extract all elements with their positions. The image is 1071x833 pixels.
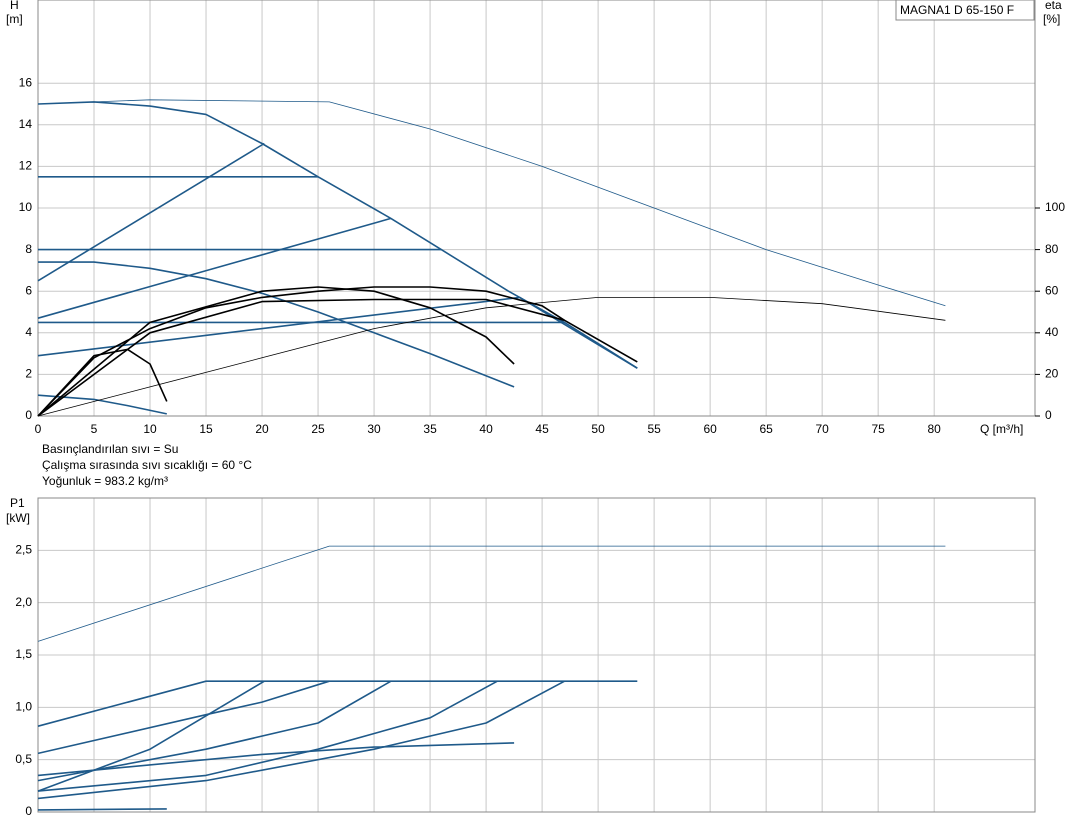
x-tick-label: 60 <box>703 422 717 436</box>
x-tick-label: 20 <box>255 422 269 436</box>
x-tick-label: 30 <box>367 422 381 436</box>
series-line <box>37 142 265 282</box>
series-line <box>37 348 168 417</box>
series-line <box>37 298 565 417</box>
x-tick-label: 40 <box>479 422 493 436</box>
y-tick-label: 0 <box>25 804 32 818</box>
y-tick-label: 14 <box>19 117 33 131</box>
series-line <box>37 680 330 755</box>
series-line <box>37 680 265 792</box>
series-line <box>37 297 946 417</box>
y2-tick-label: 20 <box>1045 367 1059 381</box>
y-tick-label: 1,0 <box>15 700 32 714</box>
series-line <box>37 394 167 415</box>
x-tick-label: 0 <box>35 422 42 436</box>
note: Yoğunluk = 983.2 kg/m³ <box>42 474 168 488</box>
series-line <box>37 680 638 727</box>
x-tick-label: 5 <box>91 422 98 436</box>
series-line <box>37 742 515 777</box>
y2-axis-unit: [%] <box>1043 12 1060 26</box>
plot-frame <box>37 497 1036 813</box>
x-tick-label: 35 <box>423 422 437 436</box>
y-tick-label: 2,5 <box>15 543 32 557</box>
series-line <box>37 545 946 642</box>
series-line <box>37 680 392 782</box>
series-line <box>37 808 167 811</box>
chart-title: MAGNA1 D 65-150 F <box>900 3 1014 17</box>
x-tick-label: 70 <box>815 422 829 436</box>
y-tick-label: 0,5 <box>15 752 32 766</box>
y-tick-label: 8 <box>25 242 32 256</box>
x-tick-label: 25 <box>311 422 325 436</box>
y2-tick-label: 80 <box>1045 242 1059 256</box>
series-line <box>37 99 946 307</box>
y-tick-label: 12 <box>19 159 33 173</box>
x-tick-label: 65 <box>759 422 773 436</box>
series-line <box>37 217 392 319</box>
x-tick-label: 55 <box>647 422 661 436</box>
y2-tick-label: 60 <box>1045 283 1059 297</box>
y-axis-unit: [kW] <box>6 511 30 525</box>
y-axis-label: P1 <box>10 496 25 510</box>
x-tick-label: 45 <box>535 422 549 436</box>
x-tick-label: 80 <box>928 422 942 436</box>
series-line <box>37 286 638 417</box>
series-line <box>38 261 515 388</box>
y2-axis-label: eta <box>1045 0 1062 12</box>
series-line <box>37 680 498 792</box>
y-tick-label: 16 <box>19 75 33 89</box>
y-axis-unit: [m] <box>6 12 23 26</box>
series-line <box>37 286 515 417</box>
y-tick-label: 2,0 <box>15 595 32 609</box>
y2-tick-label: 0 <box>1045 408 1052 422</box>
y2-tick-label: 40 <box>1045 325 1059 339</box>
x-tick-label: 15 <box>199 422 213 436</box>
x-tick-label: 10 <box>143 422 157 436</box>
y-tick-label: 2 <box>25 367 32 381</box>
note: Basınçlandırılan sıvı = Su <box>42 442 178 456</box>
series-line <box>37 101 638 369</box>
y-tick-label: 0 <box>25 408 32 422</box>
series-line <box>37 680 565 800</box>
x-tick-label: 75 <box>871 422 885 436</box>
y-tick-label: 10 <box>19 200 33 214</box>
note: Çalışma sırasında sıvı sıcaklığı = 60 °C <box>42 458 252 472</box>
x-tick-label: 50 <box>591 422 605 436</box>
title-box <box>895 0 1035 21</box>
y-tick-label: 4 <box>25 325 32 339</box>
y-tick-label: 1,5 <box>15 647 32 661</box>
y-axis-label: H <box>10 0 19 12</box>
y2-tick-label: 100 <box>1045 200 1065 214</box>
x-axis-label: Q [m³/h] <box>980 422 1023 436</box>
y-tick-label: 6 <box>25 283 32 297</box>
series-line <box>37 296 638 369</box>
